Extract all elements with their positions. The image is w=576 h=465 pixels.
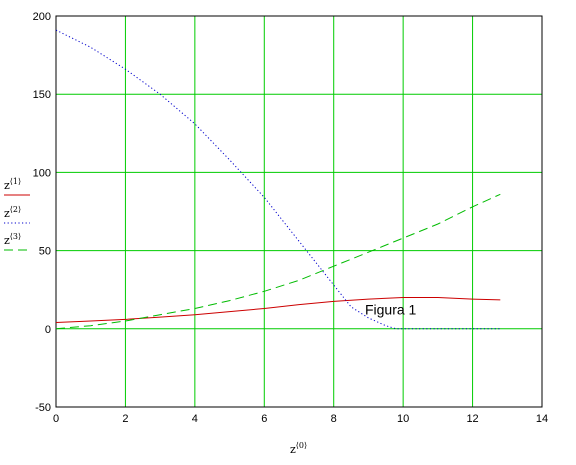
legend-label-base: z: [4, 234, 10, 247]
y-tick-label: 200: [33, 11, 51, 23]
legend-entry-1: z⟨1⟩: [4, 177, 30, 198]
grid: [56, 16, 542, 407]
x-tick-label: 8: [331, 413, 337, 425]
x-tick-label: 12: [466, 413, 478, 425]
y-tick-label: 50: [39, 246, 51, 258]
legend-label-base: z: [4, 207, 10, 220]
series-line-1: [55, 297, 501, 323]
legend-entry-2: z⟨2⟩: [4, 205, 30, 226]
y-tick-label: 0: [45, 324, 51, 336]
x-tick-label: 14: [536, 413, 548, 425]
x-tick-label: 6: [261, 413, 267, 425]
y-tick-label: 100: [33, 167, 51, 179]
legend-swatch: [4, 222, 30, 224]
plot-frame: [55, 15, 543, 408]
x-tick-label: 2: [122, 413, 128, 425]
y-tick-label: -50: [35, 402, 51, 414]
x-tick-label: 0: [53, 413, 59, 425]
legend-swatch: [4, 194, 30, 196]
x-axis-label-sup: ⟨0⟩: [295, 441, 308, 450]
legend-label-base: z: [4, 179, 10, 192]
legend-label-sup: ⟨2⟩: [9, 205, 22, 214]
series-layer: [55, 29, 501, 330]
x-tick-label: 4: [192, 413, 198, 425]
legend-entry-3: z⟨3⟩: [4, 232, 30, 253]
x-axis-label: z⟨0⟩: [290, 441, 307, 456]
x-tick-label: 10: [397, 413, 409, 425]
y-tick-label: 150: [33, 89, 51, 101]
x-axis-label-base: z: [290, 443, 296, 456]
figure-annotation: Figura 1: [365, 302, 417, 318]
series-line-3: [55, 193, 501, 330]
series-line-2: [55, 29, 501, 330]
legend-label-sup: ⟨1⟩: [9, 177, 22, 186]
legend-swatch: [4, 249, 30, 251]
legend-label-sup: ⟨3⟩: [9, 232, 22, 241]
